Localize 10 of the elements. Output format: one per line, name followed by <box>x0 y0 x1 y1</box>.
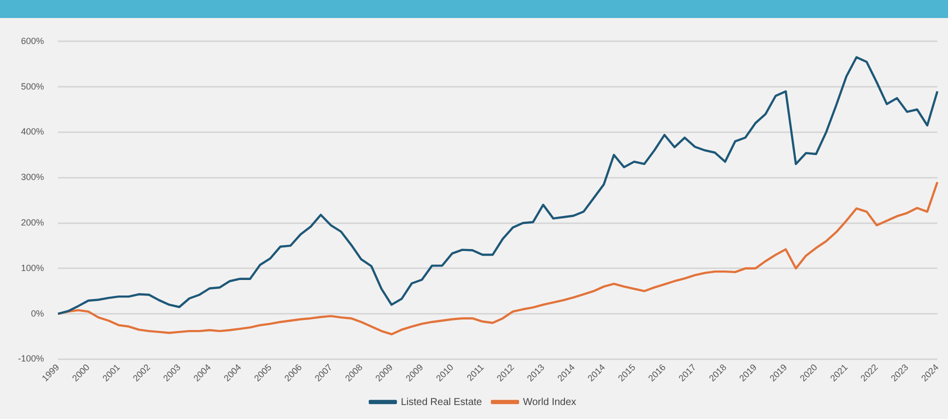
y-tick-label: 600% <box>20 36 44 46</box>
y-tick-label: 100% <box>20 262 44 273</box>
legend-label: Listed Real Estate <box>400 396 482 408</box>
legend-label: World Index <box>522 396 576 408</box>
y-tick-label: 300% <box>20 172 44 182</box>
y-tick-label: -100% <box>18 354 44 364</box>
y-tick-label: 400% <box>20 126 44 137</box>
y-tick-label: 0% <box>31 308 44 318</box>
y-tick-label: 200% <box>20 217 44 228</box>
y-tick-label: 500% <box>20 81 44 92</box>
